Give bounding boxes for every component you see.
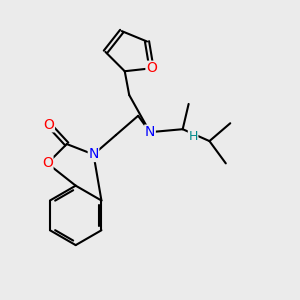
Text: N: N [145,125,155,139]
Text: N: N [88,148,99,161]
Text: H: H [188,130,198,143]
Text: O: O [42,156,53,170]
Text: O: O [146,61,157,75]
Text: O: O [44,118,54,132]
